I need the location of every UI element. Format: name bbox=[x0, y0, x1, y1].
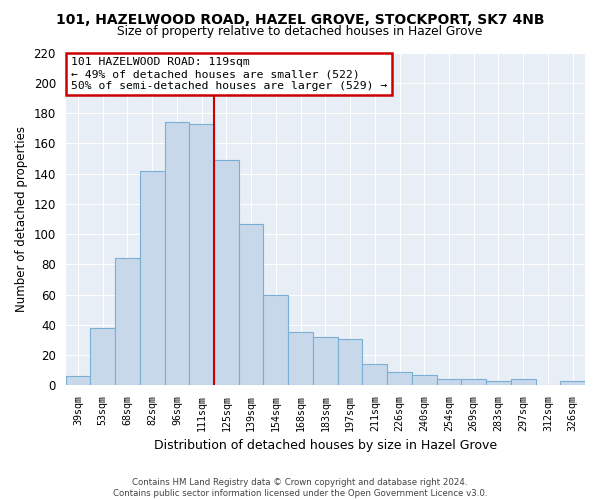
Bar bbox=[190, 124, 214, 386]
Bar bbox=[65, 376, 91, 386]
Bar bbox=[387, 372, 412, 386]
Bar bbox=[288, 332, 313, 386]
Text: Contains HM Land Registry data © Crown copyright and database right 2024.
Contai: Contains HM Land Registry data © Crown c… bbox=[113, 478, 487, 498]
Bar bbox=[362, 364, 387, 386]
Bar bbox=[263, 294, 288, 386]
Bar bbox=[486, 381, 511, 386]
Bar bbox=[214, 160, 239, 386]
Bar bbox=[338, 338, 362, 386]
X-axis label: Distribution of detached houses by size in Hazel Grove: Distribution of detached houses by size … bbox=[154, 440, 497, 452]
Text: Size of property relative to detached houses in Hazel Grove: Size of property relative to detached ho… bbox=[118, 25, 482, 38]
Bar bbox=[164, 122, 190, 386]
Y-axis label: Number of detached properties: Number of detached properties bbox=[15, 126, 28, 312]
Bar bbox=[437, 380, 461, 386]
Bar bbox=[91, 328, 115, 386]
Bar bbox=[511, 380, 536, 386]
Bar bbox=[560, 381, 585, 386]
Bar bbox=[239, 224, 263, 386]
Text: 101, HAZELWOOD ROAD, HAZEL GROVE, STOCKPORT, SK7 4NB: 101, HAZELWOOD ROAD, HAZEL GROVE, STOCKP… bbox=[56, 12, 544, 26]
Text: 101 HAZELWOOD ROAD: 119sqm
← 49% of detached houses are smaller (522)
50% of sem: 101 HAZELWOOD ROAD: 119sqm ← 49% of deta… bbox=[71, 58, 387, 90]
Bar bbox=[412, 375, 437, 386]
Bar bbox=[313, 337, 338, 386]
Bar bbox=[140, 170, 164, 386]
Bar bbox=[461, 380, 486, 386]
Bar bbox=[115, 258, 140, 386]
